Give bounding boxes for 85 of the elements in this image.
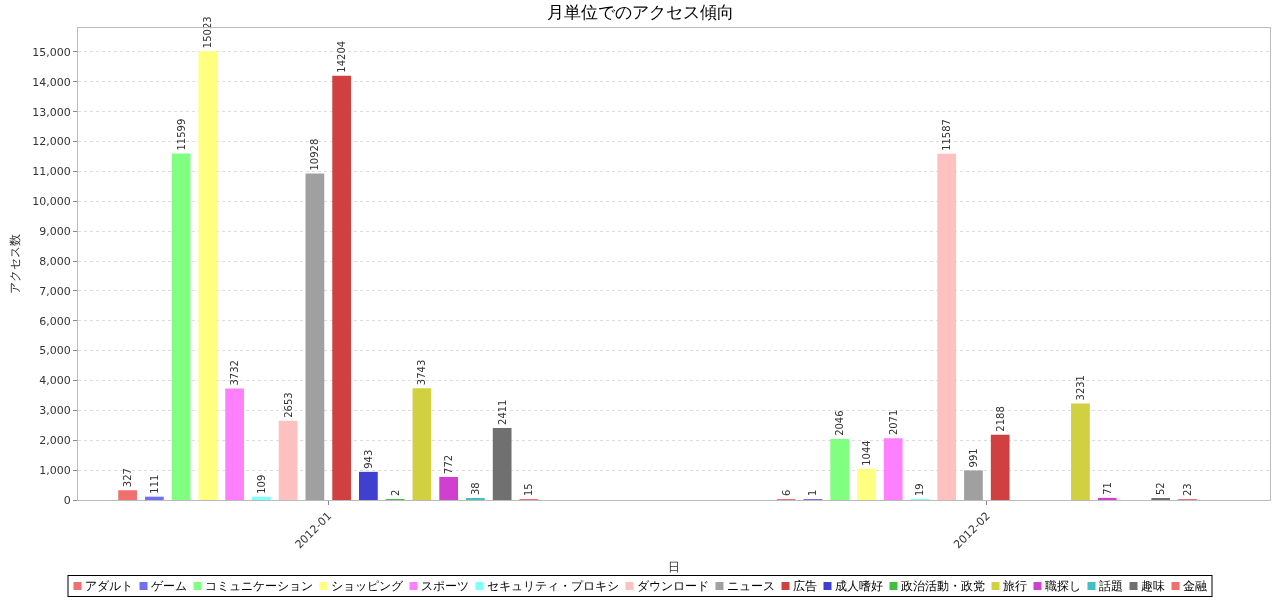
data-label: 2071 (887, 409, 899, 436)
y-tick-label: 3,000 (39, 404, 71, 418)
data-label: 327 (122, 468, 134, 488)
legend-label: ダウンロード (636, 578, 709, 594)
legend-label: セキュリティ・プロキシ (486, 578, 619, 594)
y-tick-label: 6,000 (39, 314, 71, 328)
data-label: 11599 (175, 118, 187, 151)
data-label: 109 (255, 474, 267, 494)
legend-label: コミュニケーション (204, 578, 313, 594)
bar (305, 173, 325, 500)
data-label: 991 (967, 448, 979, 468)
y-tick-label: 7,000 (39, 284, 71, 298)
y-tick-label: 15,000 (32, 45, 71, 59)
data-label: 1044 (860, 440, 872, 466)
y-tick-label: 4,000 (39, 374, 71, 388)
chart-title: 月単位でのアクセス傾向 (546, 1, 734, 22)
legend-label: 金融 (1182, 578, 1207, 594)
data-label: 23 (1181, 483, 1193, 496)
data-label: 1 (807, 489, 819, 496)
bar (1097, 497, 1117, 500)
legend-label: 話題 (1098, 578, 1123, 594)
y-tick-label: 0 (63, 493, 71, 507)
y-tick-label: 10,000 (32, 195, 71, 209)
data-label: 38 (469, 482, 481, 495)
data-label: 111 (148, 474, 160, 494)
data-label: 6 (780, 489, 792, 496)
legend-label: ショッピング (330, 578, 403, 594)
x-axis-title: 日 (668, 560, 680, 575)
y-tick-label: 8,000 (39, 254, 71, 268)
bar (964, 470, 983, 500)
bar (412, 388, 432, 500)
bar (118, 490, 137, 500)
legend-label: 職探し (1044, 578, 1081, 594)
data-label: 14204 (336, 40, 348, 73)
data-label: 2188 (994, 406, 1006, 432)
data-label: 52 (1155, 482, 1167, 495)
legend-label: スポーツ (420, 578, 469, 594)
bar (883, 438, 903, 500)
data-label: 3231 (1074, 375, 1086, 401)
y-tick-label: 11,000 (32, 165, 71, 179)
bar (198, 51, 218, 500)
data-label: 2 (389, 489, 401, 496)
bar (990, 434, 1010, 500)
y-tick-label: 13,000 (32, 105, 71, 119)
legend-label: ゲーム (150, 578, 187, 594)
legend-label: 政治活動・政党 (900, 578, 985, 594)
y-tick-label: 12,000 (32, 135, 71, 149)
bar (439, 476, 459, 500)
data-label: 11587 (941, 119, 953, 151)
data-label: 2411 (496, 399, 508, 425)
y-tick-label: 1,000 (39, 463, 71, 477)
bar (937, 153, 957, 500)
y-tick-label: 2,000 (39, 434, 71, 448)
data-label: 2046 (834, 410, 846, 436)
y-tick-label: 5,000 (39, 344, 71, 358)
legend-label: アダルト (84, 578, 133, 594)
data-label: 19 (914, 483, 926, 496)
bar (171, 153, 191, 500)
bar (144, 496, 164, 500)
data-label: 772 (443, 454, 455, 474)
y-tick-label: 9,000 (39, 224, 71, 238)
y-axis-title: アクセス数 (7, 234, 22, 294)
legend-label: 旅行 (1002, 578, 1027, 594)
data-label: 10928 (309, 138, 321, 171)
bar (830, 438, 850, 500)
data-label: 943 (362, 449, 374, 469)
bar (252, 496, 271, 500)
legend-label: 広告 (792, 578, 817, 594)
data-label: 3732 (229, 360, 241, 386)
y-tick-label: 14,000 (32, 75, 71, 89)
bar (492, 427, 512, 500)
legend-label: ニュース (726, 578, 775, 594)
legend-label: 趣味 (1140, 578, 1165, 594)
bar (857, 468, 876, 500)
data-label: 15 (523, 483, 535, 496)
data-label: 71 (1101, 482, 1113, 495)
bar (278, 420, 298, 500)
data-label: 15023 (202, 16, 214, 49)
bar (1071, 403, 1090, 500)
bar (359, 471, 378, 500)
bar (225, 388, 244, 500)
bar (332, 75, 351, 500)
data-label: 2653 (282, 392, 294, 418)
legend-label: 成人嗜好 (834, 578, 883, 594)
data-label: 3743 (416, 359, 428, 386)
